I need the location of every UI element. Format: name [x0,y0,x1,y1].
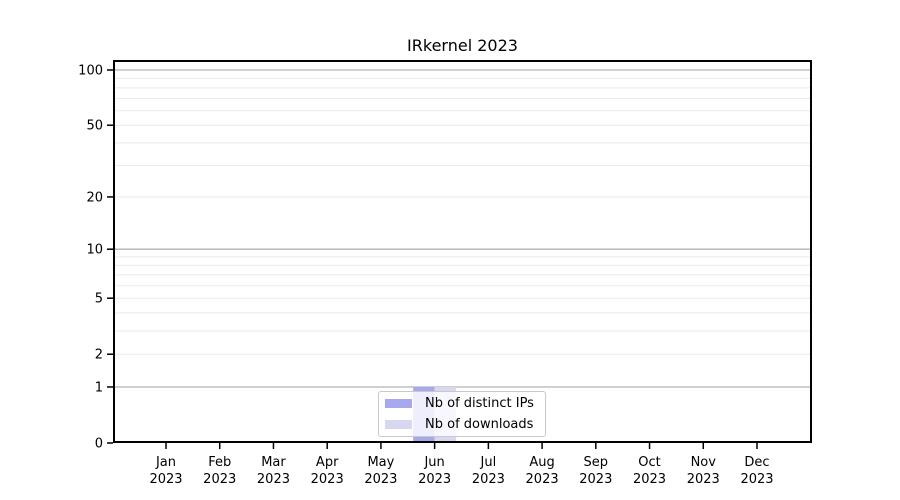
x-tick-label-month: May [367,455,394,470]
y-tick-label: 10 [86,243,103,258]
x-tick-label-month: Mar [261,455,286,470]
plot-border [113,60,812,443]
y-tick-label: 1 [95,380,103,395]
y-tick-label: 50 [86,119,103,134]
x-tick-label-year: 2023 [257,472,290,487]
x-tick-label-month: Feb [208,455,231,470]
x-tick-label-year: 2023 [687,472,720,487]
x-tick-label-year: 2023 [579,472,612,487]
x-tick-label-month: Jul [480,455,497,470]
x-tick-label-month: Apr [316,455,339,470]
y-axis: 0 1 2 5 10 20 50 100 [78,64,113,452]
x-tick-label-month: Jun [423,455,444,470]
legend-label: Nb of downloads [425,416,534,432]
downloads-swatch-icon [385,420,412,429]
y-tick-label: 20 [86,190,103,205]
chart-title: IRkernel 2023 [407,36,518,55]
x-tick-label-year: 2023 [203,472,236,487]
y-tick-label: 5 [95,292,103,307]
y-tick-label: 2 [95,348,103,363]
y-tick-label: 100 [78,64,103,79]
gridlines [115,69,810,388]
legend: Nb of distinct IPs Nb of downloads [378,391,546,437]
x-axis: Jan 2023 Feb 2023 Mar 2023 Apr 2023 May 2023 Jun 20… [149,443,774,487]
x-tick-label-month: Dec [744,455,769,470]
x-tick-label-month: Sep [584,455,609,470]
x-tick-label-year: 2023 [633,472,666,487]
legend-label: Nb of distinct IPs [425,395,534,411]
x-tick-label-year: 2023 [311,472,344,487]
legend-item-downloads: Nb of downloads [385,417,545,433]
legend-item-distinct-ips: Nb of distinct IPs [385,396,545,412]
distinct-ips-swatch-icon [385,399,412,408]
x-tick-label-year: 2023 [526,472,559,487]
x-tick-label-month: Aug [529,455,554,470]
x-tick-label-year: 2023 [364,472,397,487]
x-tick-label-month: Nov [691,455,717,470]
y-tick-label: 0 [95,437,103,452]
x-tick-label-year: 2023 [740,472,773,487]
x-tick-label-month: Oct [638,455,660,470]
x-tick-label-year: 2023 [149,472,182,487]
x-tick-label-year: 2023 [418,472,451,487]
x-tick-label-year: 2023 [472,472,505,487]
x-tick-label-month: Jan [155,455,176,470]
